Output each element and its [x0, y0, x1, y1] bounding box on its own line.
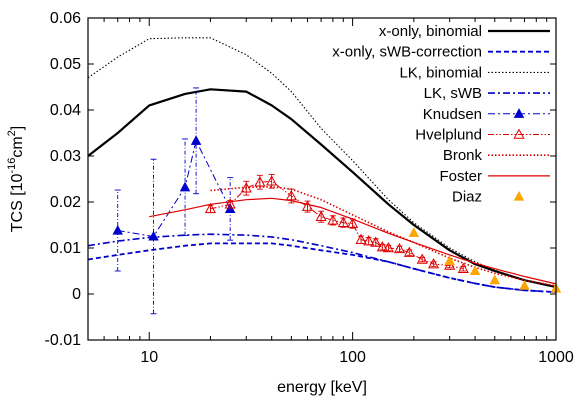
legend-entry-lk-binomial: LK, binomial — [399, 64, 550, 81]
series-line — [87, 88, 557, 289]
x-tick-label: 1000 — [538, 349, 574, 366]
data-point — [457, 262, 469, 273]
series-line — [87, 233, 557, 293]
data-point — [393, 242, 406, 254]
plot-series — [87, 37, 562, 315]
data-point — [408, 227, 420, 237]
data-point — [224, 198, 236, 209]
legend-entry-knudsen: Knudsen — [423, 106, 550, 123]
data-point — [382, 241, 395, 253]
legend-entry-lk-swb: LK, sWB — [424, 85, 550, 102]
series-x-only-binomial — [87, 88, 557, 289]
data-point — [204, 202, 217, 214]
series-bronk — [210, 186, 557, 287]
y-tick-label: 0.05 — [50, 56, 81, 73]
data-point — [444, 255, 455, 265]
legend-entry-x-only-binomial: x-only, binomial — [379, 23, 550, 40]
data-point — [427, 258, 440, 269]
legend-label: Diaz — [452, 189, 482, 206]
legend-entry-diaz: Diaz — [452, 189, 525, 206]
legend-label: x-only, sWB-correction — [332, 44, 482, 61]
data-point — [112, 224, 123, 235]
x-tick-label: 10 — [140, 349, 158, 366]
series-lk-swb — [87, 233, 557, 293]
series-line — [149, 197, 557, 285]
y-tick-label: 0.02 — [50, 194, 81, 211]
legend-label: x-only, binomial — [379, 23, 482, 40]
data-point — [337, 216, 349, 227]
series-line — [210, 180, 464, 270]
data-point — [363, 235, 375, 246]
series-x-only-swb-correction — [87, 242, 557, 294]
data-point — [327, 214, 339, 225]
data-point — [190, 135, 202, 145]
series-line — [210, 186, 557, 287]
data-point — [315, 210, 327, 221]
data-point — [370, 236, 382, 247]
data-point — [301, 200, 314, 211]
y-tick-label: 0.06 — [50, 10, 81, 27]
data-point — [416, 253, 428, 264]
legend-label: LK, binomial — [399, 64, 482, 81]
data-point — [148, 230, 159, 241]
legend-label: Hvelplund — [415, 127, 482, 144]
data-point — [489, 274, 501, 285]
legend-label: LK, sWB — [424, 85, 482, 102]
legend-marker — [513, 190, 525, 201]
y-tick-label: -0.01 — [45, 332, 82, 349]
data-point — [179, 181, 191, 192]
y-tick-label: 0.04 — [50, 102, 81, 119]
data-point — [519, 280, 530, 290]
series-foster — [149, 197, 557, 285]
legend: x-only, binomial x-only, sWB-correction LK… — [332, 23, 550, 206]
data-point — [266, 175, 278, 186]
y-tick-label: 0.01 — [50, 240, 81, 257]
data-point — [254, 176, 266, 187]
data-point — [285, 189, 297, 201]
y-tick-label: 0 — [72, 286, 81, 303]
x-axis-label: energy [keV] — [277, 379, 367, 396]
plot-frame — [87, 17, 557, 341]
series-line — [87, 242, 557, 294]
y-axis-label: TCS [10-16cm2] — [6, 126, 26, 233]
data-point — [355, 233, 367, 244]
legend-marker — [513, 128, 525, 139]
data-point — [403, 246, 415, 257]
data-point — [347, 217, 359, 228]
legend-entry-foster: Foster — [439, 168, 550, 185]
legend-label: Knudsen — [423, 106, 482, 123]
legend-marker — [513, 108, 525, 118]
x-tick-label: 100 — [339, 349, 366, 366]
legend-entry-hvelplund: Hvelplund — [415, 127, 550, 144]
series-line — [117, 140, 231, 237]
series-hvelplund — [204, 173, 469, 273]
data-point — [376, 241, 388, 252]
axes: -0.01 0 0.01 0.02 0.03 0.04 0.05 0.06 10 100 1000 — [45, 10, 574, 366]
legend-label: Bronk — [443, 147, 483, 164]
legend-label: Foster — [439, 168, 482, 185]
data-point — [469, 265, 481, 276]
legend-entry-x-only-swb-correction: x-only, sWB-correction — [332, 44, 550, 61]
legend-entry-bronk: Bronk — [443, 147, 550, 164]
y-tick-label: 0.03 — [50, 148, 81, 165]
data-point — [240, 182, 252, 193]
